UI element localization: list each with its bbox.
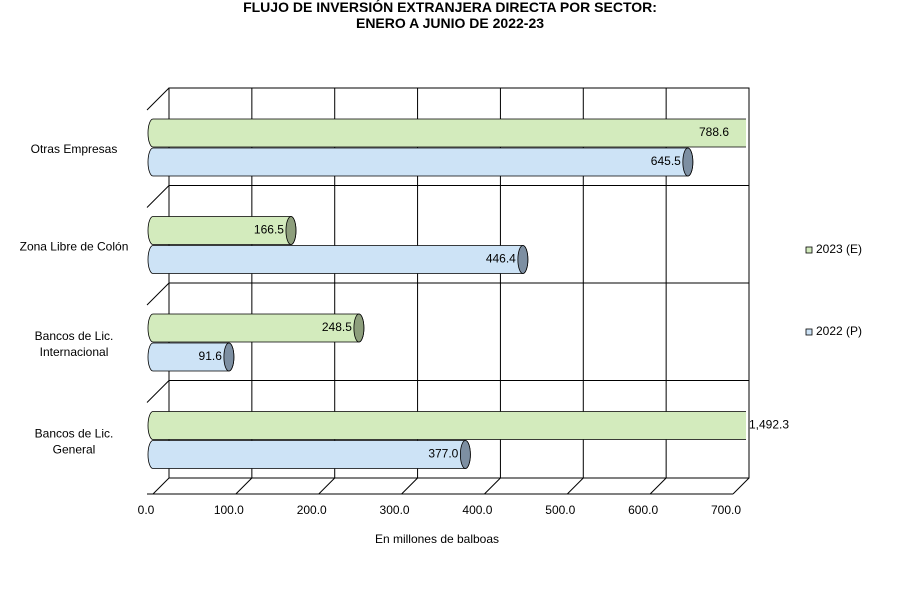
legend-swatch	[805, 246, 813, 254]
x-tick	[318, 477, 336, 495]
bar-body	[147, 147, 694, 177]
chart-title: FLUJO DE INVERSIÓN EXTRANJERA DIRECTA PO…	[243, 0, 657, 31]
x-tick-label: 400.0	[462, 503, 492, 517]
bar	[147, 245, 529, 274]
x-tick	[401, 477, 418, 495]
y-tick-label: Zona Libre de Colón	[20, 240, 129, 254]
bar-body	[147, 245, 529, 274]
bar-body	[147, 411, 746, 440]
x-tick-label: 100.0	[214, 503, 244, 517]
value-labels: 788.6 166.5 248.5 1,492.3 645.5 446.4 91.6 377.…	[199, 125, 790, 461]
x-tick-label: 700.0	[711, 503, 741, 517]
depth-line	[146, 282, 170, 306]
value-label: 91.6	[199, 349, 223, 363]
legend-label: 2022 (P)	[816, 324, 862, 338]
bar	[147, 147, 694, 177]
x-tick-label: 500.0	[545, 503, 575, 517]
x-tick-label: 300.0	[380, 503, 410, 517]
value-label: 377.0	[428, 447, 458, 461]
depth-line	[146, 87, 170, 111]
bar-body	[147, 118, 746, 148]
value-label: 166.5	[254, 223, 284, 237]
y-tick-label: Otras Empresas	[31, 142, 118, 156]
bar	[147, 342, 235, 372]
x-tick-label: 200.0	[297, 503, 327, 517]
bar-body	[147, 440, 471, 469]
bar-cap	[801, 119, 811, 147]
bar-cap	[459, 440, 471, 469]
x-tick	[732, 477, 750, 495]
x-tick	[152, 477, 170, 495]
value-label: 446.4	[486, 252, 516, 266]
x-tick	[235, 477, 253, 495]
x-tick	[566, 477, 584, 495]
x-tick-label: 600.0	[628, 503, 658, 517]
bar	[147, 118, 811, 148]
depth-line	[146, 185, 170, 208]
y-tick-label: Bancos de Lic. Internacional	[35, 329, 114, 359]
depth-line	[146, 380, 170, 403]
bars	[147, 118, 811, 469]
x-tick	[649, 477, 667, 495]
value-label: 1,492.3	[749, 418, 789, 432]
value-label: 248.5	[322, 320, 352, 334]
x-tick-label: 0.0	[138, 503, 155, 517]
x-axis-label: En millones de balboas	[375, 532, 499, 546]
bar	[147, 440, 471, 469]
bar-cap	[223, 342, 235, 372]
value-label: 788.6	[699, 125, 729, 139]
bar-cap	[353, 313, 365, 343]
bar	[147, 216, 297, 245]
x-tick	[484, 477, 501, 495]
bar-cap	[285, 216, 297, 245]
y-tick-label: Bancos de Lic. General	[35, 427, 114, 457]
bar	[147, 313, 365, 343]
legend-label: 2023 (E)	[816, 242, 862, 256]
legend-swatch	[805, 328, 813, 336]
bar	[147, 411, 746, 440]
bar-cap	[682, 147, 694, 177]
value-label: 645.5	[651, 154, 681, 168]
bar-cap	[517, 245, 529, 274]
